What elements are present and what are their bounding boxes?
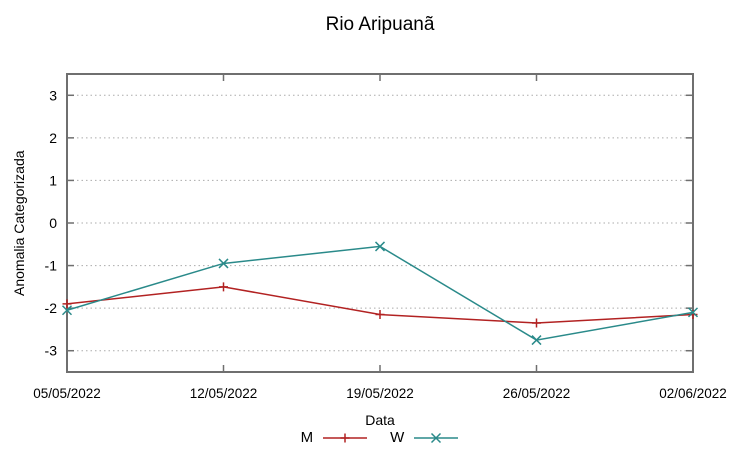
legend-item-M: M bbox=[301, 429, 369, 446]
x-axis-label: Data bbox=[365, 412, 395, 428]
x-tick-label: 26/05/2022 bbox=[503, 386, 571, 401]
legend-label-W: W bbox=[390, 429, 405, 446]
series-marker-plus-M bbox=[62, 299, 72, 309]
series-marker-cross-W bbox=[531, 335, 542, 346]
series-marker-cross-W bbox=[687, 307, 699, 318]
legend-sample-marker bbox=[340, 433, 350, 442]
legend-label-M: M bbox=[300, 429, 314, 446]
series-marker-cross-W bbox=[374, 241, 386, 252]
plot-border bbox=[66, 73, 694, 373]
series-marker-cross-W bbox=[61, 305, 73, 316]
x-tick-label: 05/05/2022 bbox=[33, 386, 101, 401]
y-tick-label: 0 bbox=[49, 215, 57, 231]
chart-title: Rio Aripuanã bbox=[325, 14, 435, 35]
x-tick-label: 19/05/2022 bbox=[346, 386, 414, 401]
y-tick-label: 1 bbox=[49, 172, 57, 188]
legend-sample-W bbox=[414, 432, 459, 443]
y-tick-label: -1 bbox=[45, 258, 58, 274]
x-tick-label: 12/05/2022 bbox=[190, 386, 258, 401]
series-marker-plus-M bbox=[375, 310, 385, 320]
y-tick-label: 2 bbox=[49, 130, 57, 146]
series-marker-plus-M bbox=[219, 282, 228, 292]
y-tick-label: -3 bbox=[45, 343, 58, 359]
legend-sample-M bbox=[323, 433, 368, 442]
legend-item-W: W bbox=[390, 429, 459, 446]
y-tick-label: 3 bbox=[49, 87, 57, 103]
x-tick-label: 02/06/2022 bbox=[659, 386, 727, 401]
legend-sample-marker bbox=[431, 432, 442, 443]
series-marker-plus-M bbox=[532, 318, 541, 328]
y-tick-label: -2 bbox=[45, 300, 58, 316]
series-marker-cross-W bbox=[218, 258, 229, 269]
